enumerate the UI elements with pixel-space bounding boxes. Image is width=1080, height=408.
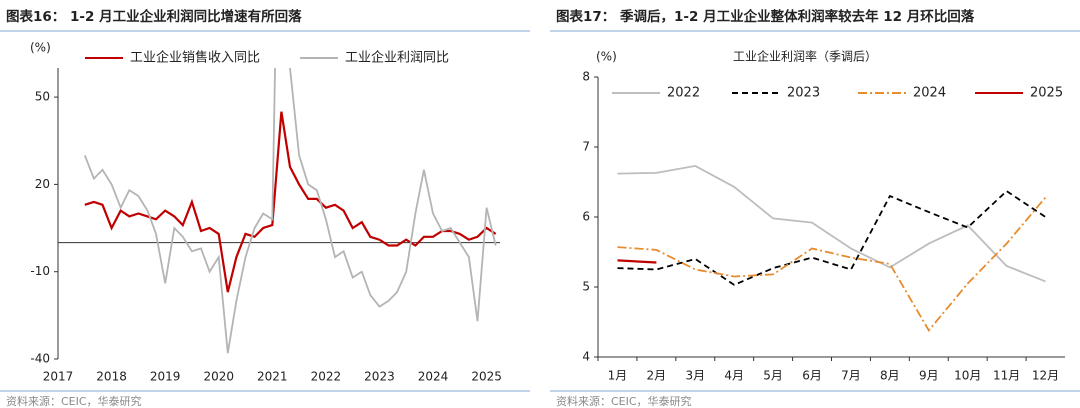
x-tick-label: 2024: [418, 370, 449, 384]
y-tick-label: 8: [582, 70, 590, 84]
x-tick-label: 5月: [763, 369, 783, 383]
source: 资料来源：CEIC，华泰研究: [556, 394, 692, 408]
chart-title: 图表16： 1-2 月工业企业利润同比增速有所回落: [6, 8, 302, 25]
legend-label: 工业企业销售收入同比: [130, 50, 260, 66]
x-tick-label: 2017: [43, 370, 74, 384]
x-tick-label: 2025: [471, 370, 502, 384]
series-line: [617, 189, 1046, 286]
x-tick-label: 2018: [96, 370, 127, 384]
series-line: [617, 196, 1047, 332]
x-tick-label: 10月: [954, 369, 981, 383]
x-tick-label: 4月: [724, 369, 744, 383]
x-tick-label: 6月: [802, 369, 822, 383]
y-tick-label: 20: [35, 177, 50, 191]
plot-area: [83, 68, 497, 354]
x-tick-label: 8月: [880, 369, 900, 383]
y-axis-label: (%): [596, 50, 617, 64]
x-tick-label: 2月: [647, 369, 667, 383]
x-tick-label: 2021: [257, 370, 288, 384]
legend-label: 2025: [1030, 86, 1063, 101]
series-line: [617, 164, 1046, 283]
y-tick-label: 6: [582, 210, 590, 224]
y-tick-label: 4: [582, 350, 590, 364]
x-tick-label: 1月: [608, 369, 628, 383]
y-tick-label: 7: [582, 140, 590, 154]
y-tick-label: 5: [582, 280, 590, 294]
x-tick-label: 2019: [150, 370, 181, 384]
source: 资料来源：CEIC，华泰研究: [6, 394, 142, 408]
series-line: [617, 259, 657, 264]
y-axis-label: (%): [30, 41, 51, 55]
series-line: [84, 111, 497, 293]
x-tick-label: 7月: [841, 369, 861, 383]
chart-title: 图表17： 季调后，1-2 月工业企业整体利润率较去年 12 月环比回落: [556, 8, 975, 25]
x-tick-label: 12月: [1032, 369, 1059, 383]
x-tick-label: 2022: [311, 370, 342, 384]
legend-label: 2022: [667, 86, 700, 101]
x-tick-label: 2020: [203, 370, 234, 384]
y-tick-label: -40: [30, 352, 50, 366]
legend-label: 2024: [913, 86, 946, 101]
x-tick-label: 9月: [919, 369, 939, 383]
series-line: [83, 68, 497, 354]
y-tick-label: -10: [30, 264, 50, 278]
x-tick-label: 2023: [364, 370, 395, 384]
chart-subtitle: 工业企业利润率（季调后）: [733, 49, 877, 64]
y-tick-label: 50: [35, 90, 50, 104]
legend-label: 2023: [787, 86, 820, 101]
plot-area: [617, 164, 1047, 332]
x-tick-label: 11月: [993, 369, 1020, 383]
x-tick-label: 3月: [685, 369, 705, 383]
legend-label: 工业企业利润同比: [345, 50, 449, 66]
